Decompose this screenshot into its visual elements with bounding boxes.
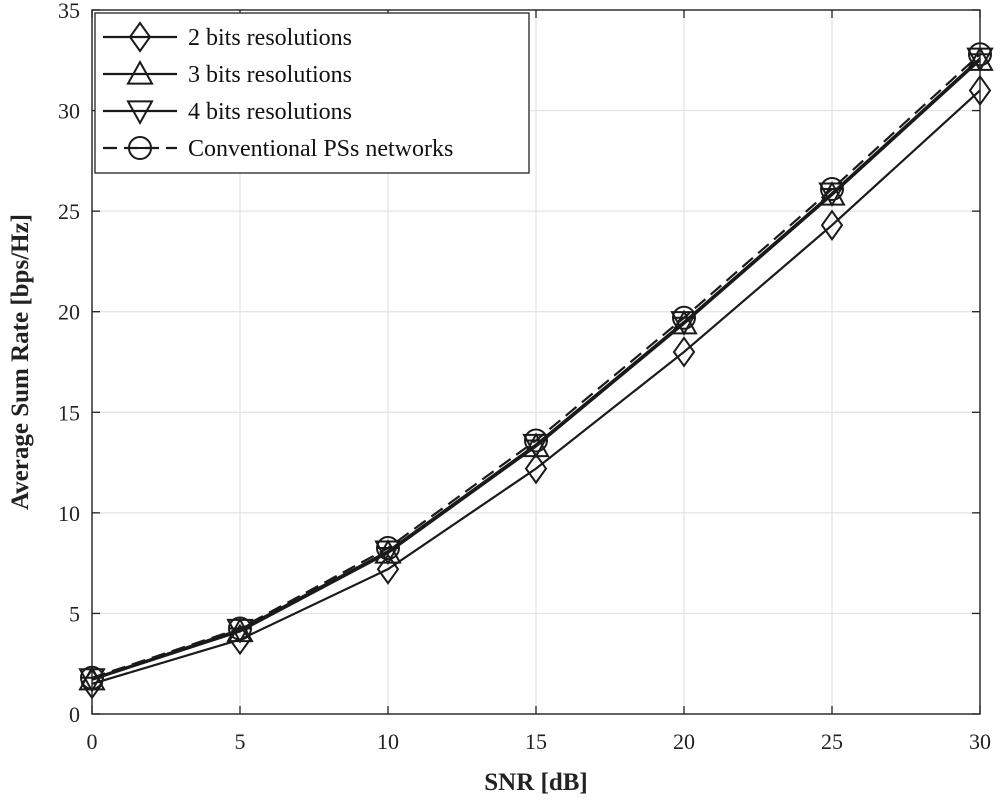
legend-label: 2 bits resolutions (188, 25, 352, 51)
data-point-4-bits-resolutions (522, 433, 550, 459)
legend-label: Conventional PSs networks (188, 136, 453, 162)
axis-ticks: 0 5 10 15 20 25 30 0 5 10 15 20 25 30 35 (58, 0, 991, 754)
y-tick-label: 20 (58, 300, 80, 325)
legend-label: 4 bits resolutions (188, 99, 352, 125)
x-tick-label: 5 (235, 729, 246, 754)
x-tick-label: 0 (87, 729, 98, 754)
y-tick-label: 35 (58, 0, 80, 23)
data-point-conventional-pss-networks (376, 536, 400, 561)
x-tick-label: 25 (821, 729, 843, 754)
x-tick-label: 15 (525, 729, 547, 754)
data-point-2-bits-resolutions (524, 452, 548, 485)
data-point-2-bits-resolutions (376, 553, 400, 585)
x-tick-label: 10 (377, 729, 399, 754)
y-tick-label: 0 (69, 702, 80, 727)
data-point-conventional-pss-networks (820, 177, 844, 202)
legend-item: 2 bits resolutions (103, 21, 352, 53)
legend-marker (126, 59, 154, 85)
series-line-3-bits-resolutions (91, 59, 981, 681)
y-tick-label: 25 (58, 199, 80, 224)
series-layer (78, 42, 994, 700)
legend-marker (128, 136, 152, 160)
y-tick-label: 10 (58, 501, 80, 526)
x-tick-label: 20 (673, 729, 695, 754)
data-point-4-bits-resolutions (670, 311, 698, 336)
data-point-2-bits-resolutions (820, 209, 844, 241)
legend-marker (128, 21, 152, 53)
x-tick-label: 30 (969, 729, 991, 754)
y-tick-label: 30 (58, 99, 80, 124)
data-point-conventional-pss-networks (524, 428, 548, 453)
y-tick-label: 5 (69, 601, 80, 626)
y-axis-title: Average Sum Rate [bps/Hz] (7, 214, 34, 510)
data-point-2-bits-resolutions (672, 336, 696, 368)
data-point-conventional-pss-networks (672, 305, 696, 330)
legend-item: 4 bits resolutions (103, 99, 352, 126)
legend-label: 3 bits resolutions (188, 62, 352, 88)
x-axis-title: SNR [dB] (484, 769, 588, 796)
legend: 2 bits resolutions 3 bits resolutions 4 bi… (94, 12, 530, 174)
legend-marker (126, 100, 154, 126)
y-tick-label: 15 (58, 400, 80, 425)
legend-item: Conventional PSs networks (103, 136, 453, 162)
legend-box (94, 12, 530, 174)
data-point-2-bits-resolutions (228, 623, 252, 656)
legend-item: 3 bits resolutions (103, 59, 352, 88)
data-point-conventional-pss-networks (228, 616, 252, 641)
